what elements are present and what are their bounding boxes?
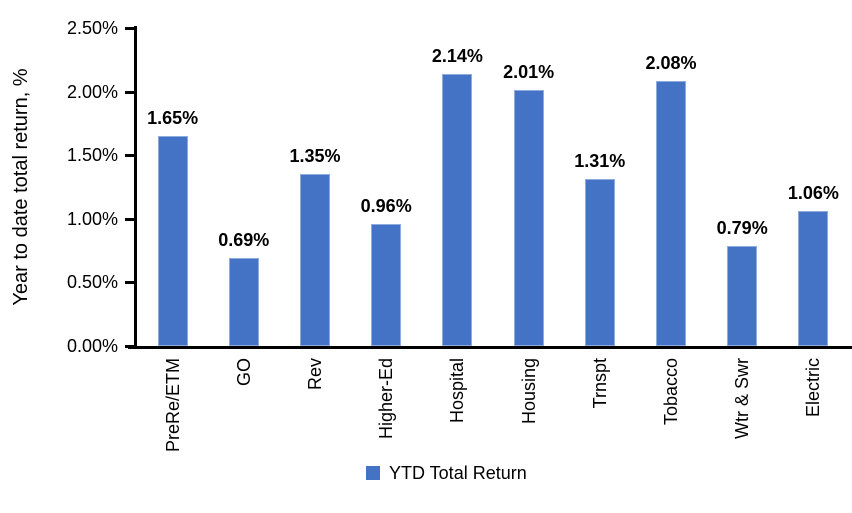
legend-label: YTD Total Return: [389, 463, 527, 483]
y-tick-mark: [125, 345, 134, 348]
category-label: PreRe/ETM: [162, 358, 183, 453]
bar: [228, 258, 259, 346]
bar: [442, 73, 473, 346]
y-axis-line: [134, 26, 137, 349]
y-axis-title: Year to date total return, %: [10, 68, 32, 306]
category-label: Housing: [518, 358, 539, 425]
legend-color-swatch: [366, 466, 380, 480]
x-axis-line: [128, 346, 852, 349]
bar: [798, 211, 829, 346]
bar-value-label: 2.08%: [645, 53, 697, 74]
bar: [584, 179, 615, 346]
bar: [727, 245, 758, 346]
bar: [371, 223, 402, 346]
category-label: Higher-Ed: [376, 358, 397, 440]
bar-value-label: 1.65%: [147, 108, 199, 129]
y-tick-mark: [125, 281, 134, 285]
category-label: Wtr & Swr: [732, 358, 753, 439]
category-label: Electric: [803, 358, 824, 418]
y-tick-label: 0.50%: [66, 272, 118, 293]
bar-value-label: 1.35%: [289, 146, 341, 167]
bar: [157, 136, 188, 346]
y-tick-label: 2.00%: [66, 81, 118, 102]
category-label: GO: [233, 358, 254, 387]
bar-value-label: 2.01%: [503, 62, 555, 83]
bar-value-label: 1.06%: [787, 183, 839, 204]
bar-value-label: 0.96%: [360, 195, 412, 216]
bar-value-label: 0.79%: [716, 217, 768, 238]
y-tick-mark: [125, 27, 134, 30]
bar-value-label: 2.14%: [431, 45, 483, 66]
y-tick-label: 1.50%: [66, 145, 118, 166]
y-tick-label: 0.00%: [66, 336, 118, 356]
category-label: Trnspt: [589, 358, 610, 409]
y-tick-label: 1.00%: [66, 208, 118, 229]
category-label: Rev: [305, 358, 325, 391]
bar-value-label: 1.31%: [574, 151, 626, 172]
category-label: Hospital: [447, 358, 468, 424]
bar: [300, 174, 330, 346]
y-tick-label: 2.50%: [66, 18, 118, 38]
y-tick-mark: [125, 90, 134, 94]
bar: [513, 90, 544, 346]
bar-value-label: 0.69%: [218, 230, 270, 251]
category-label: Tobacco: [661, 358, 681, 426]
y-tick-mark: [125, 217, 134, 221]
legend: YTD Total Return: [366, 462, 527, 484]
bar: [656, 81, 686, 346]
y-tick-mark: [125, 154, 134, 158]
